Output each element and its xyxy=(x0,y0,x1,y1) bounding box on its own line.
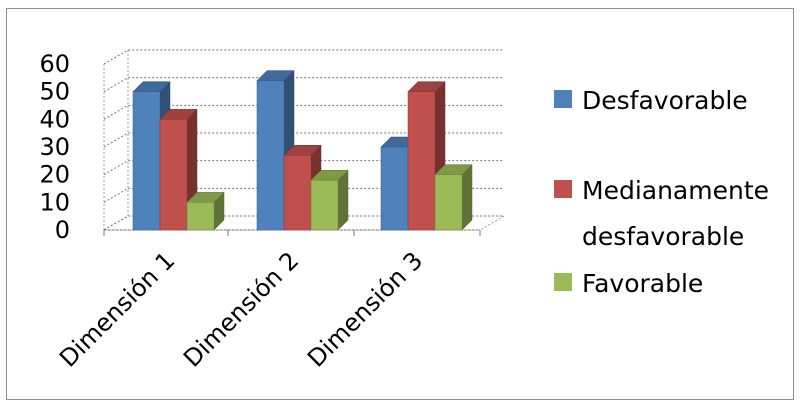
legend-item: Medianamente desfavorable xyxy=(554,176,769,251)
y-tick-label: 40 xyxy=(39,105,70,133)
y-tick-label: 0 xyxy=(55,216,70,244)
gridline xyxy=(103,215,504,231)
x-category-label: Dimensión 1 xyxy=(54,246,180,372)
bar xyxy=(283,144,322,231)
legend-label: Medianamente xyxy=(582,176,769,205)
legend-label: desfavorable xyxy=(582,222,744,251)
y-tick-label: 60 xyxy=(39,50,70,78)
y-tick-label: 10 xyxy=(39,188,70,216)
bar xyxy=(186,191,225,231)
legend-swatch xyxy=(554,273,572,291)
gridline xyxy=(103,77,504,93)
legend-label: Favorable xyxy=(582,269,703,298)
legend-label: Desfavorable xyxy=(582,86,748,115)
legend-item: Favorable xyxy=(554,269,703,298)
legend-swatch xyxy=(554,180,572,198)
legend-item: Desfavorable xyxy=(554,86,748,115)
gridline xyxy=(103,132,504,148)
y-tick-label: 50 xyxy=(39,78,70,106)
bar xyxy=(310,169,349,231)
x-category-label: Dimensión 3 xyxy=(302,246,428,372)
legend-swatch xyxy=(554,90,572,108)
bar xyxy=(434,164,473,231)
gridline xyxy=(103,104,504,120)
x-category-label: Dimensión 2 xyxy=(178,246,304,372)
y-tick-label: 30 xyxy=(39,133,70,161)
gridline xyxy=(103,187,504,203)
bar xyxy=(256,69,295,231)
gridline xyxy=(103,160,504,176)
gridline xyxy=(103,49,504,65)
bar xyxy=(159,108,198,231)
y-tick-label: 20 xyxy=(39,161,70,189)
chart-floor xyxy=(102,215,506,231)
